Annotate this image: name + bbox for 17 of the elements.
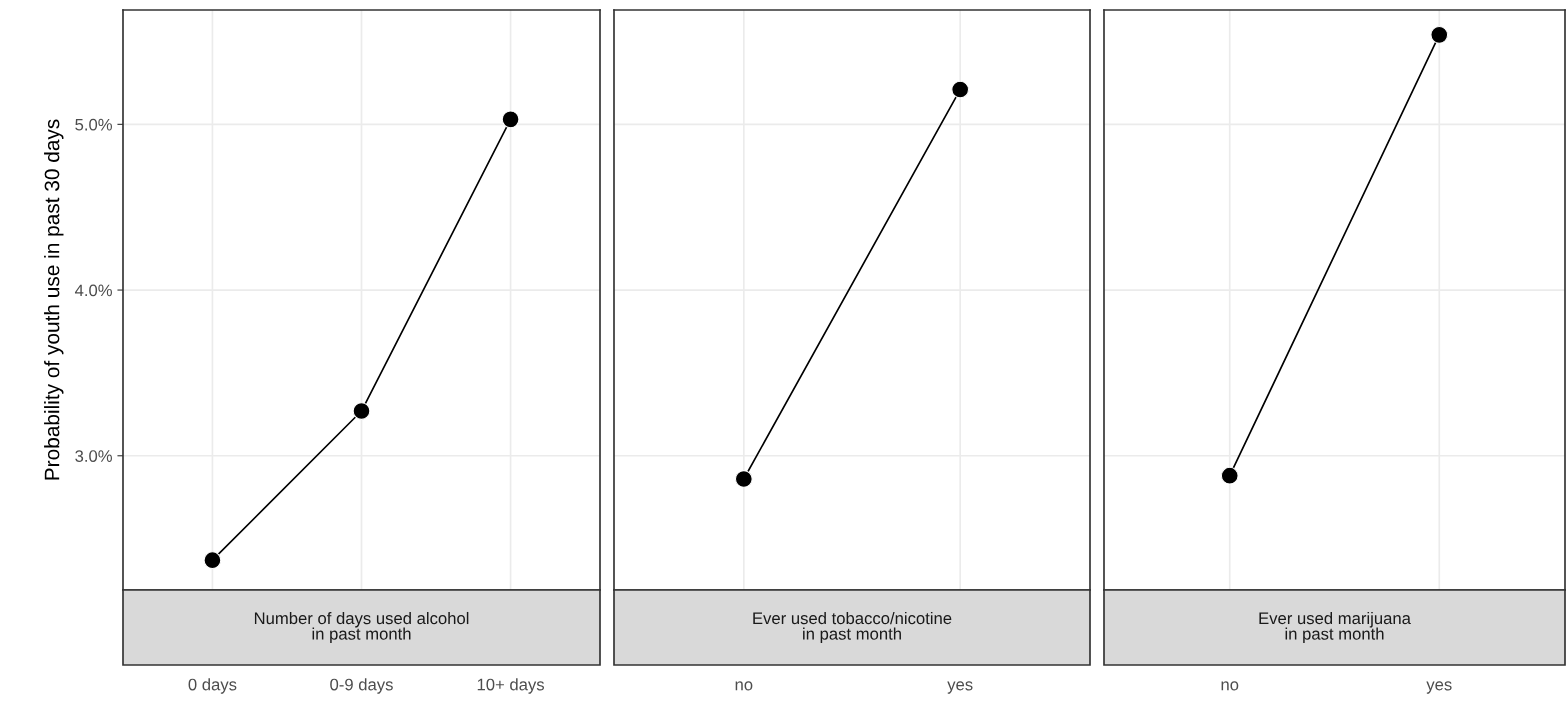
point (203, 551, 222, 570)
y-axis-title: Probability of youth use in past 30 days (44, 119, 64, 480)
x-tick-label: 10+ days (477, 678, 545, 694)
y-tick-label: 3.0% (75, 450, 112, 462)
x-axis-title: Number of days used alcohol in past month (254, 611, 469, 644)
point (501, 110, 520, 129)
x-tick-label: no (735, 681, 753, 691)
y-tick-label: 4.0% (74, 284, 112, 297)
x-axis-title: Ever used marijuana in past month (1259, 611, 1411, 644)
x-tick-label: yes (1426, 681, 1452, 694)
x-tick-label: 0-9 days (330, 678, 393, 694)
x-axis-title: Ever used tobacco/nicotine in past month (753, 611, 952, 644)
y-tick-label: 5.0% (75, 118, 112, 131)
x-tick-label: yes (947, 681, 973, 694)
point (352, 402, 371, 420)
x-tick-label: no (1221, 681, 1239, 691)
x-tick-label: 0 days (188, 678, 237, 694)
